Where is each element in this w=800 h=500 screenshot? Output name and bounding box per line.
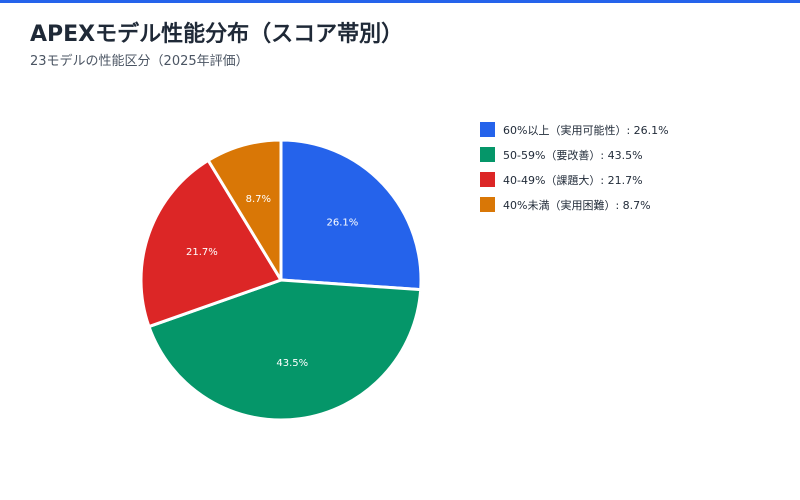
slice-value-label: 21.7% — [186, 247, 218, 258]
legend-swatch — [480, 197, 495, 212]
top-accent-bar — [0, 0, 800, 3]
legend-label: 60%以上（実用可能性）: 26.1% — [503, 123, 669, 137]
chart-legend: 60%以上（実用可能性）: 26.1% 50-59%（要改善）: 43.5% 4… — [480, 117, 669, 217]
slice-value-label: 43.5% — [276, 358, 308, 369]
legend-item[interactable]: 60%以上（実用可能性）: 26.1% — [480, 117, 669, 142]
legend-item[interactable]: 40-49%（課題大）: 21.7% — [480, 167, 669, 192]
slice-value-label: 8.7% — [246, 194, 271, 205]
chart-title: APEXモデル性能分布（スコア帯別） — [30, 22, 404, 47]
pie-slice[interactable] — [279, 138, 423, 292]
legend-label: 40%未満（実用困難）: 8.7% — [503, 198, 651, 212]
pie-slice[interactable] — [206, 138, 283, 282]
legend-swatch — [480, 172, 495, 187]
legend-item[interactable]: 50-59%（要改善）: 43.5% — [480, 142, 669, 167]
legend-swatch — [480, 122, 495, 137]
pie-slice[interactable] — [139, 158, 283, 329]
legend-swatch — [480, 147, 495, 162]
pie-slice[interactable] — [147, 278, 423, 422]
chart-subtitle: 23モデルの性能区分（2025年評価） — [30, 54, 249, 69]
legend-label: 50-59%（要改善）: 43.5% — [503, 148, 643, 162]
slice-value-label: 26.1% — [327, 218, 359, 229]
legend-item[interactable]: 40%未満（実用困難）: 8.7% — [480, 192, 669, 217]
legend-label: 40-49%（課題大）: 21.7% — [503, 173, 643, 187]
